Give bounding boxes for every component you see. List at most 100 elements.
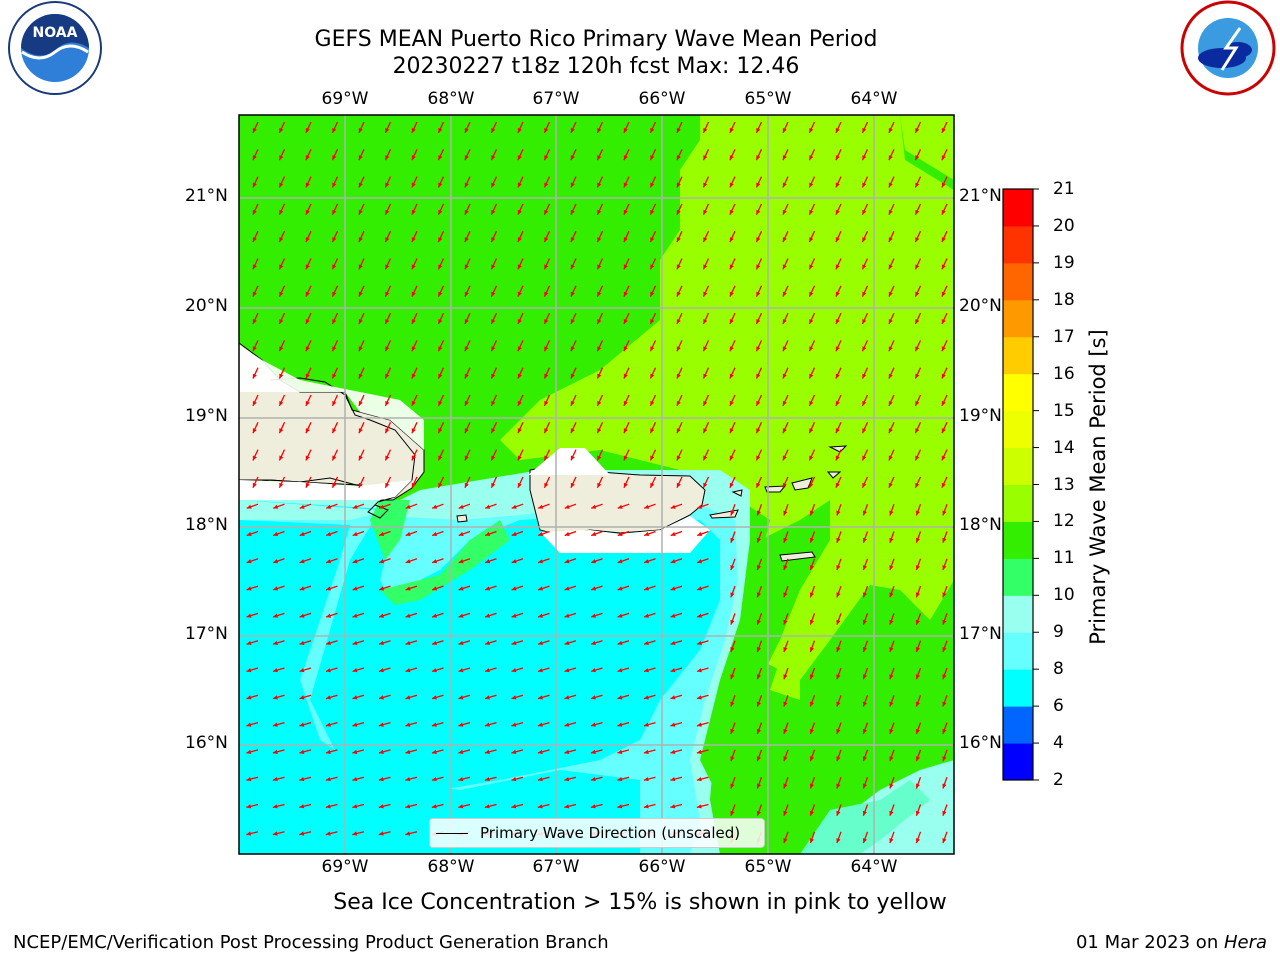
wave-arrow-head <box>809 455 814 461</box>
wave-arrow-head <box>783 783 788 789</box>
wave-arrow-head <box>782 346 787 352</box>
footer-host: Hera <box>1223 932 1267 953</box>
wave-arrow-head <box>862 783 867 789</box>
wave-arrow-head <box>623 209 628 215</box>
wave-arrow-head <box>703 373 708 379</box>
wave-arrow-head <box>942 783 947 789</box>
wave-arrow-head <box>756 291 761 297</box>
wave-arrow-head <box>438 264 443 270</box>
wave-arrow-head <box>332 237 337 243</box>
wave-arrow-head <box>438 237 443 243</box>
wave-arrow-head <box>888 127 893 133</box>
chart-subtitle: 20230227 t18z 120h fcst Max: 12.46 <box>392 54 800 79</box>
wave-arrow-head <box>385 209 390 215</box>
wave-arrow-head <box>517 346 522 352</box>
wave-arrow-head <box>782 400 787 406</box>
wave-arrow-head <box>485 613 491 618</box>
wave-arrow-head <box>325 831 331 836</box>
wave-arrow-head <box>670 531 676 537</box>
wave-arrow-head <box>643 776 649 782</box>
legend-line-swatch <box>436 832 468 834</box>
wave-arrow-head <box>809 838 814 844</box>
wave-arrow-head <box>729 455 734 461</box>
lat-label-left: 16°N <box>185 733 228 753</box>
wave-arrow-head <box>941 209 946 215</box>
footer-date: 01 Mar 2023 on Hera <box>1076 932 1267 953</box>
wave-arrow-head <box>836 756 841 762</box>
wave-arrow-head <box>889 756 894 762</box>
wave-arrow-head <box>888 318 893 324</box>
wave-arrow-head <box>888 400 893 406</box>
wave-arrow-head <box>485 668 490 673</box>
wave-arrow-head <box>352 613 358 618</box>
wave-arrow-head <box>862 346 867 352</box>
wave-arrow-head <box>915 264 920 270</box>
wave-arrow-head <box>782 182 787 188</box>
wave-arrow-head <box>538 640 543 645</box>
wave-arrow-head <box>862 291 867 297</box>
wave-arrow-head <box>464 373 469 379</box>
wave-arrow-head <box>756 510 761 516</box>
wave-arrow-head <box>438 455 443 461</box>
wave-arrow-head <box>591 504 597 509</box>
wave-arrow-head <box>650 237 655 243</box>
wave-arrow-head <box>332 291 337 297</box>
colorbar-tick-label: 9 <box>1053 622 1064 643</box>
wave-arrow-head <box>432 504 438 509</box>
wave-arrow-head <box>517 127 522 133</box>
wave-arrow-head <box>835 400 840 406</box>
wave-arrow-head <box>650 455 655 461</box>
wave-arrow-head <box>597 291 602 297</box>
wave-arrow-head <box>246 559 252 564</box>
wave-arrow-head <box>358 373 363 379</box>
wave-arrow-head <box>915 701 920 707</box>
wave-arrow-head <box>378 695 384 700</box>
wave-arrow-head <box>246 531 252 537</box>
wave-arrow-head <box>676 482 681 488</box>
wave-arrow-head <box>272 695 278 700</box>
wave-arrow-head <box>246 722 252 727</box>
wave-arrow-head <box>385 346 390 352</box>
wave-arrow-head <box>332 346 337 352</box>
wave-arrow-head <box>511 804 517 809</box>
wave-arrow-head <box>835 346 840 352</box>
wave-arrow-head <box>650 373 655 379</box>
colorbar-tick-label: 15 <box>1053 400 1075 421</box>
wave-arrow-head <box>485 531 491 537</box>
wave-arrow-head <box>783 701 788 707</box>
wave-arrow-head <box>915 565 920 571</box>
wave-arrow-head <box>643 722 649 727</box>
wave-arrow-head <box>305 400 310 406</box>
colorbar-tick-label: 21 <box>1053 179 1075 199</box>
wave-arrow-head <box>809 264 814 270</box>
colorbar-tick-label: 11 <box>1053 548 1075 569</box>
wave-arrow-head <box>438 291 443 297</box>
wave-arrow-head <box>941 482 946 488</box>
wave-arrow-head <box>729 428 734 434</box>
wave-arrow-head <box>756 346 761 352</box>
wave-arrow-head <box>915 537 920 543</box>
wave-arrow-head <box>730 783 735 789</box>
wave-arrow-head <box>617 749 623 754</box>
wave-arrow-head <box>623 264 628 270</box>
wave-arrow-head <box>252 318 257 324</box>
colorbar <box>1003 188 1039 781</box>
wave-arrow-head <box>623 428 628 434</box>
wave-arrow-head <box>915 647 920 652</box>
wave-arrow-head <box>332 155 337 161</box>
colorbar-band <box>1003 336 1033 375</box>
wave-arrow-head <box>809 537 814 543</box>
wave-arrow-head <box>809 318 814 324</box>
wave-arrow-head <box>862 537 867 543</box>
wave-arrow-head <box>915 838 920 844</box>
wave-arrow-head <box>564 586 570 591</box>
wave-arrow-head <box>352 531 358 537</box>
wave-arrow-head <box>485 504 491 509</box>
wave-arrow-head <box>729 318 734 324</box>
wave-arrow-head <box>517 291 522 297</box>
wave-arrow-head <box>379 586 385 591</box>
wave-arrow-head <box>411 428 416 434</box>
wave-arrow-head <box>511 559 517 564</box>
wave-arrow-head <box>352 586 358 591</box>
wave-arrow-head <box>432 586 438 591</box>
